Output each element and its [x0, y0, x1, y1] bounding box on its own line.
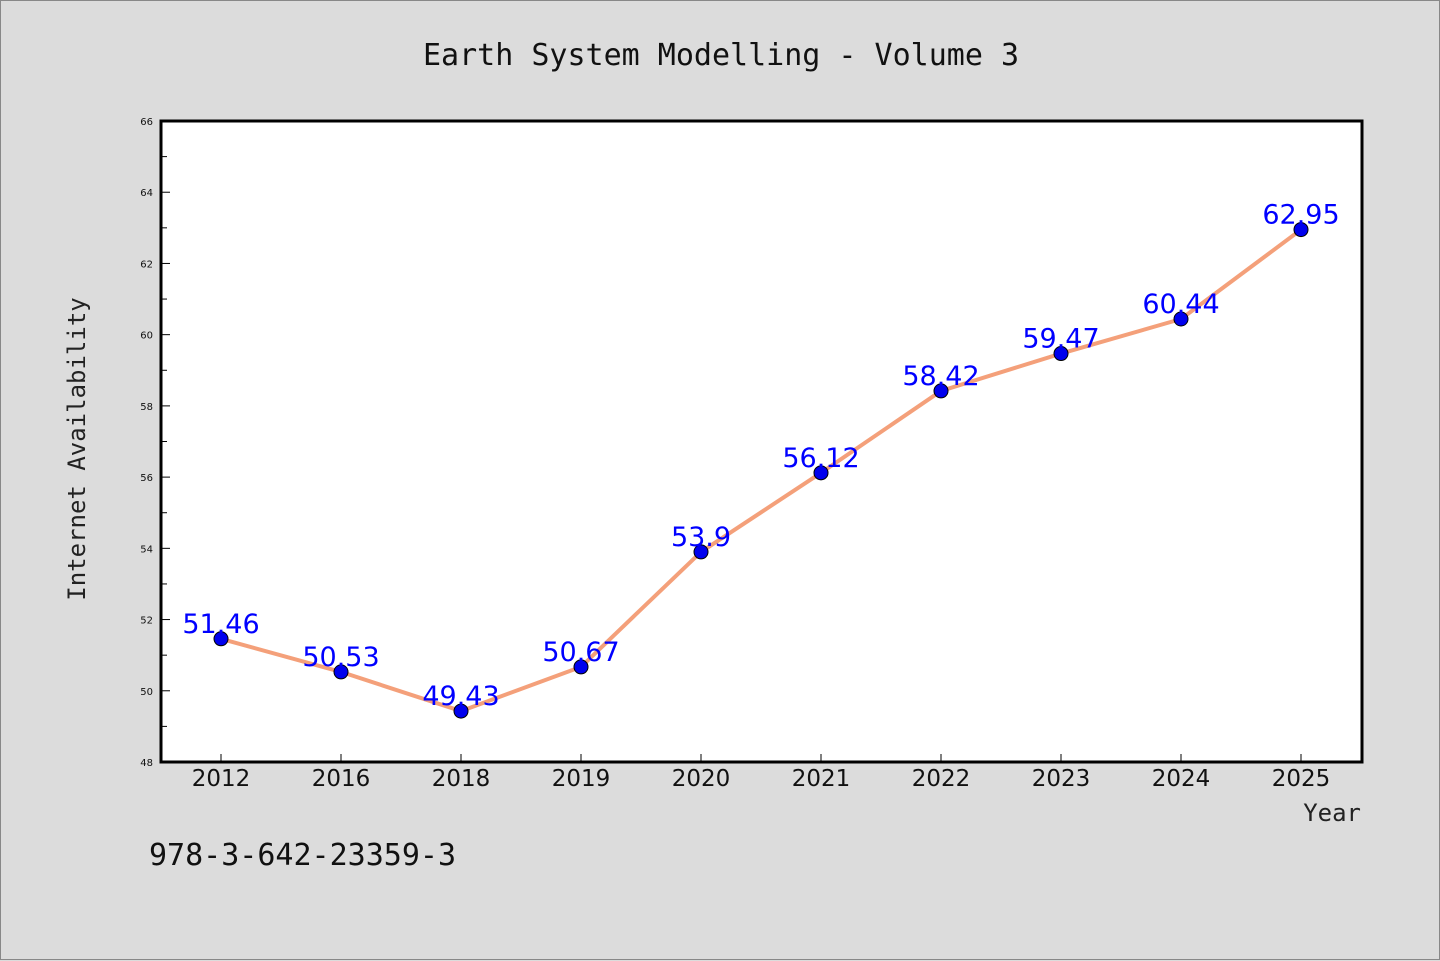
y-axis-ticks: 48 50 52 54 56 58 60 62 64 66 — [140, 117, 170, 769]
y-tick-label: 58 — [140, 402, 153, 413]
y-axis-label: Internet Availability — [63, 297, 91, 600]
x-tick-label: 2025 — [1272, 766, 1331, 792]
series-line — [220, 228, 1303, 714]
data-point — [1173, 311, 1189, 327]
data-label: 50.67 — [542, 637, 619, 668]
data-point — [813, 465, 829, 481]
series-line-group — [220, 228, 1303, 714]
data-label: 59.47 — [1022, 324, 1099, 355]
y-tick-label: 50 — [140, 687, 153, 698]
x-tick-label: 2022 — [912, 766, 971, 792]
data-point — [1293, 222, 1309, 238]
data-point — [453, 703, 469, 719]
chart-title: Earth System Modelling - Volume 3 — [423, 38, 1019, 73]
y-tick-label: 52 — [140, 616, 153, 627]
y-tick-label: 48 — [140, 758, 153, 769]
data-label: 58.42 — [902, 361, 979, 392]
data-label: 62.95 — [1262, 200, 1339, 231]
data-label: 56.12 — [782, 443, 859, 474]
data-point — [333, 664, 349, 680]
data-label: 51.46 — [182, 609, 259, 640]
x-tick-label: 2019 — [552, 766, 611, 792]
series-markers — [213, 222, 1309, 719]
x-tick-label: 2018 — [432, 766, 491, 792]
x-tick-label: 2024 — [1152, 766, 1211, 792]
data-label: 49.43 — [422, 681, 499, 712]
data-point — [573, 659, 589, 675]
x-tick-label: 2012 — [192, 766, 251, 792]
plot-area — [159, 119, 1364, 764]
data-label: 50.53 — [302, 642, 379, 673]
y-tick-label: 56 — [140, 473, 153, 484]
x-axis-ticks: 2012 2016 2018 2019 2020 2021 2022 2023 2024 2025 — [192, 754, 1331, 792]
data-labels: 51.46 50.53 49.43 50.67 53.9 56.12 58.42 59.47 6… — [182, 200, 1339, 712]
x-tick-label: 2023 — [1032, 766, 1091, 792]
isbn-text: 978-3-642-23359-3 — [149, 838, 456, 873]
y-tick-label: 62 — [140, 259, 153, 270]
data-point — [933, 383, 949, 399]
data-label: 53.9 — [671, 522, 731, 553]
data-point — [213, 631, 229, 647]
data-label: 60.44 — [1142, 289, 1219, 320]
x-tick-label: 2016 — [312, 766, 371, 792]
y-tick-label: 54 — [140, 544, 153, 555]
y-tick-label: 66 — [140, 117, 153, 128]
data-point — [693, 544, 709, 560]
y-tick-label: 60 — [140, 331, 153, 342]
x-axis-label: Year — [1303, 799, 1361, 827]
y-tick-label: 64 — [140, 188, 153, 199]
x-tick-label: 2020 — [672, 766, 731, 792]
data-point — [1053, 346, 1069, 362]
x-tick-label: 2021 — [792, 766, 851, 792]
